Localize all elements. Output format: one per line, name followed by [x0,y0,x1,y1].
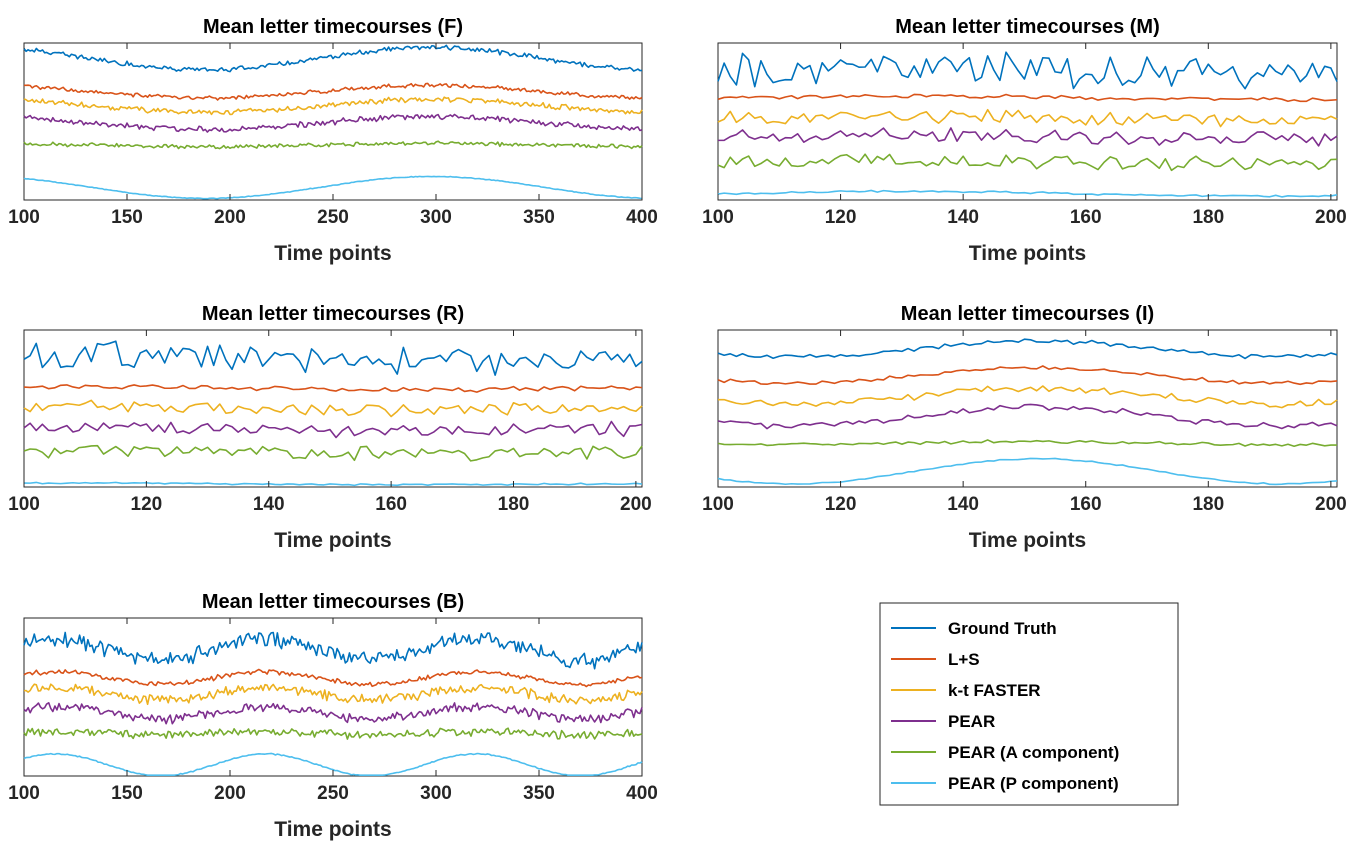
x-axis-label: Time points [274,529,391,552]
series-line [23,44,643,73]
series-line [717,127,1338,147]
x-tick-label: 200 [1315,494,1347,515]
x-axis-label: Time points [969,242,1086,265]
series-line [717,338,1338,360]
x-tick-label: 140 [253,494,285,515]
x-tick-label: 160 [1070,494,1102,515]
series-line [718,385,1338,409]
x-tick-label: 120 [131,494,163,515]
series-line [717,439,1338,448]
x-tick-label: 200 [620,494,652,515]
series-line [23,96,643,116]
x-tick-label: 120 [825,494,857,515]
chart-panel: 100 150 200 250 300 350 400 Mean letter timecou… [8,591,658,841]
x-tick-label: 350 [523,783,555,804]
x-tick-label: 160 [375,494,407,515]
series-line [23,683,643,706]
chart-title: Mean letter timecourses (R) [202,303,464,325]
x-axis-label: Time points [274,242,391,265]
series-line [23,384,643,393]
chart-panel: 100 120 140 160 180 200 Mean letter timecourse… [8,303,652,552]
x-axis-label: Time points [969,529,1086,552]
x-tick-label: 100 [702,494,734,515]
x-tick-label: 160 [1070,207,1102,228]
chart-panel: 100 120 140 160 180 200 Mean letter timecourse… [702,16,1347,265]
legend: Ground Truth L+S k-t FASTER PEAR PEAR (A com… [879,602,1179,806]
series-line [23,668,643,688]
series-line [23,399,643,418]
x-tick-label: 400 [626,783,658,804]
chart-title: Mean letter timecourses (I) [901,303,1154,325]
series-line [717,457,1338,486]
series-line [717,93,1338,103]
series-line [717,365,1338,386]
x-tick-label: 350 [523,207,555,228]
legend-entry: L+S [948,650,980,669]
series-line [717,153,1338,172]
x-tick-label: 100 [702,207,734,228]
x-tick-label: 140 [947,207,979,228]
x-tick-label: 120 [825,207,857,228]
legend-box [879,602,1179,806]
x-tick-label: 100 [8,494,40,515]
x-tick-label: 100 [8,783,40,804]
chart-panel: 100 150 200 250 300 350 400 Mean letter timecou… [8,16,658,265]
series-line [717,108,1338,128]
series-line [23,420,643,439]
x-tick-label: 200 [1315,207,1347,228]
legend-entry: PEAR [948,712,995,731]
series-line [23,140,643,150]
chart-title: Mean letter timecourses (M) [895,16,1160,38]
x-tick-label: 150 [111,783,143,804]
x-tick-label: 250 [317,783,349,804]
x-tick-label: 400 [626,207,658,228]
x-tick-label: 140 [947,494,979,515]
x-tick-label: 300 [420,207,452,228]
series-line [23,631,643,670]
chart-panel: 100 120 140 160 180 200 Mean letter timecourse… [702,303,1347,552]
series-line [23,481,643,487]
chart-title: Mean letter timecourses (F) [203,16,463,38]
series-line [23,727,643,740]
legend-entry: PEAR (P component) [948,774,1119,793]
series-line [23,175,643,200]
legend-entry: Ground Truth [948,619,1057,638]
x-tick-label: 200 [214,207,246,228]
series-line [717,51,1338,90]
x-tick-label: 180 [1192,494,1224,515]
x-axis-label: Time points [274,818,391,841]
axes-box [23,617,643,777]
legend-entry: k-t FASTER [948,681,1041,700]
chart-panels: 100 150 200 250 300 350 400 Mean letter timecou… [8,16,1347,841]
x-tick-label: 200 [214,783,246,804]
x-tick-label: 300 [420,783,452,804]
series-line [23,444,643,462]
series-line [717,403,1338,430]
series-line [717,189,1338,198]
series-line [23,113,643,133]
x-tick-label: 150 [111,207,143,228]
x-tick-label: 180 [1192,207,1224,228]
legend-entry: PEAR (A component) [948,743,1119,762]
x-tick-label: 100 [8,207,40,228]
series-line [23,340,643,376]
series-line [23,82,643,101]
x-tick-label: 250 [317,207,349,228]
chart-title: Mean letter timecourses (B) [202,591,464,613]
x-tick-label: 180 [498,494,530,515]
series-line [23,702,643,725]
axes-box [717,329,1338,488]
